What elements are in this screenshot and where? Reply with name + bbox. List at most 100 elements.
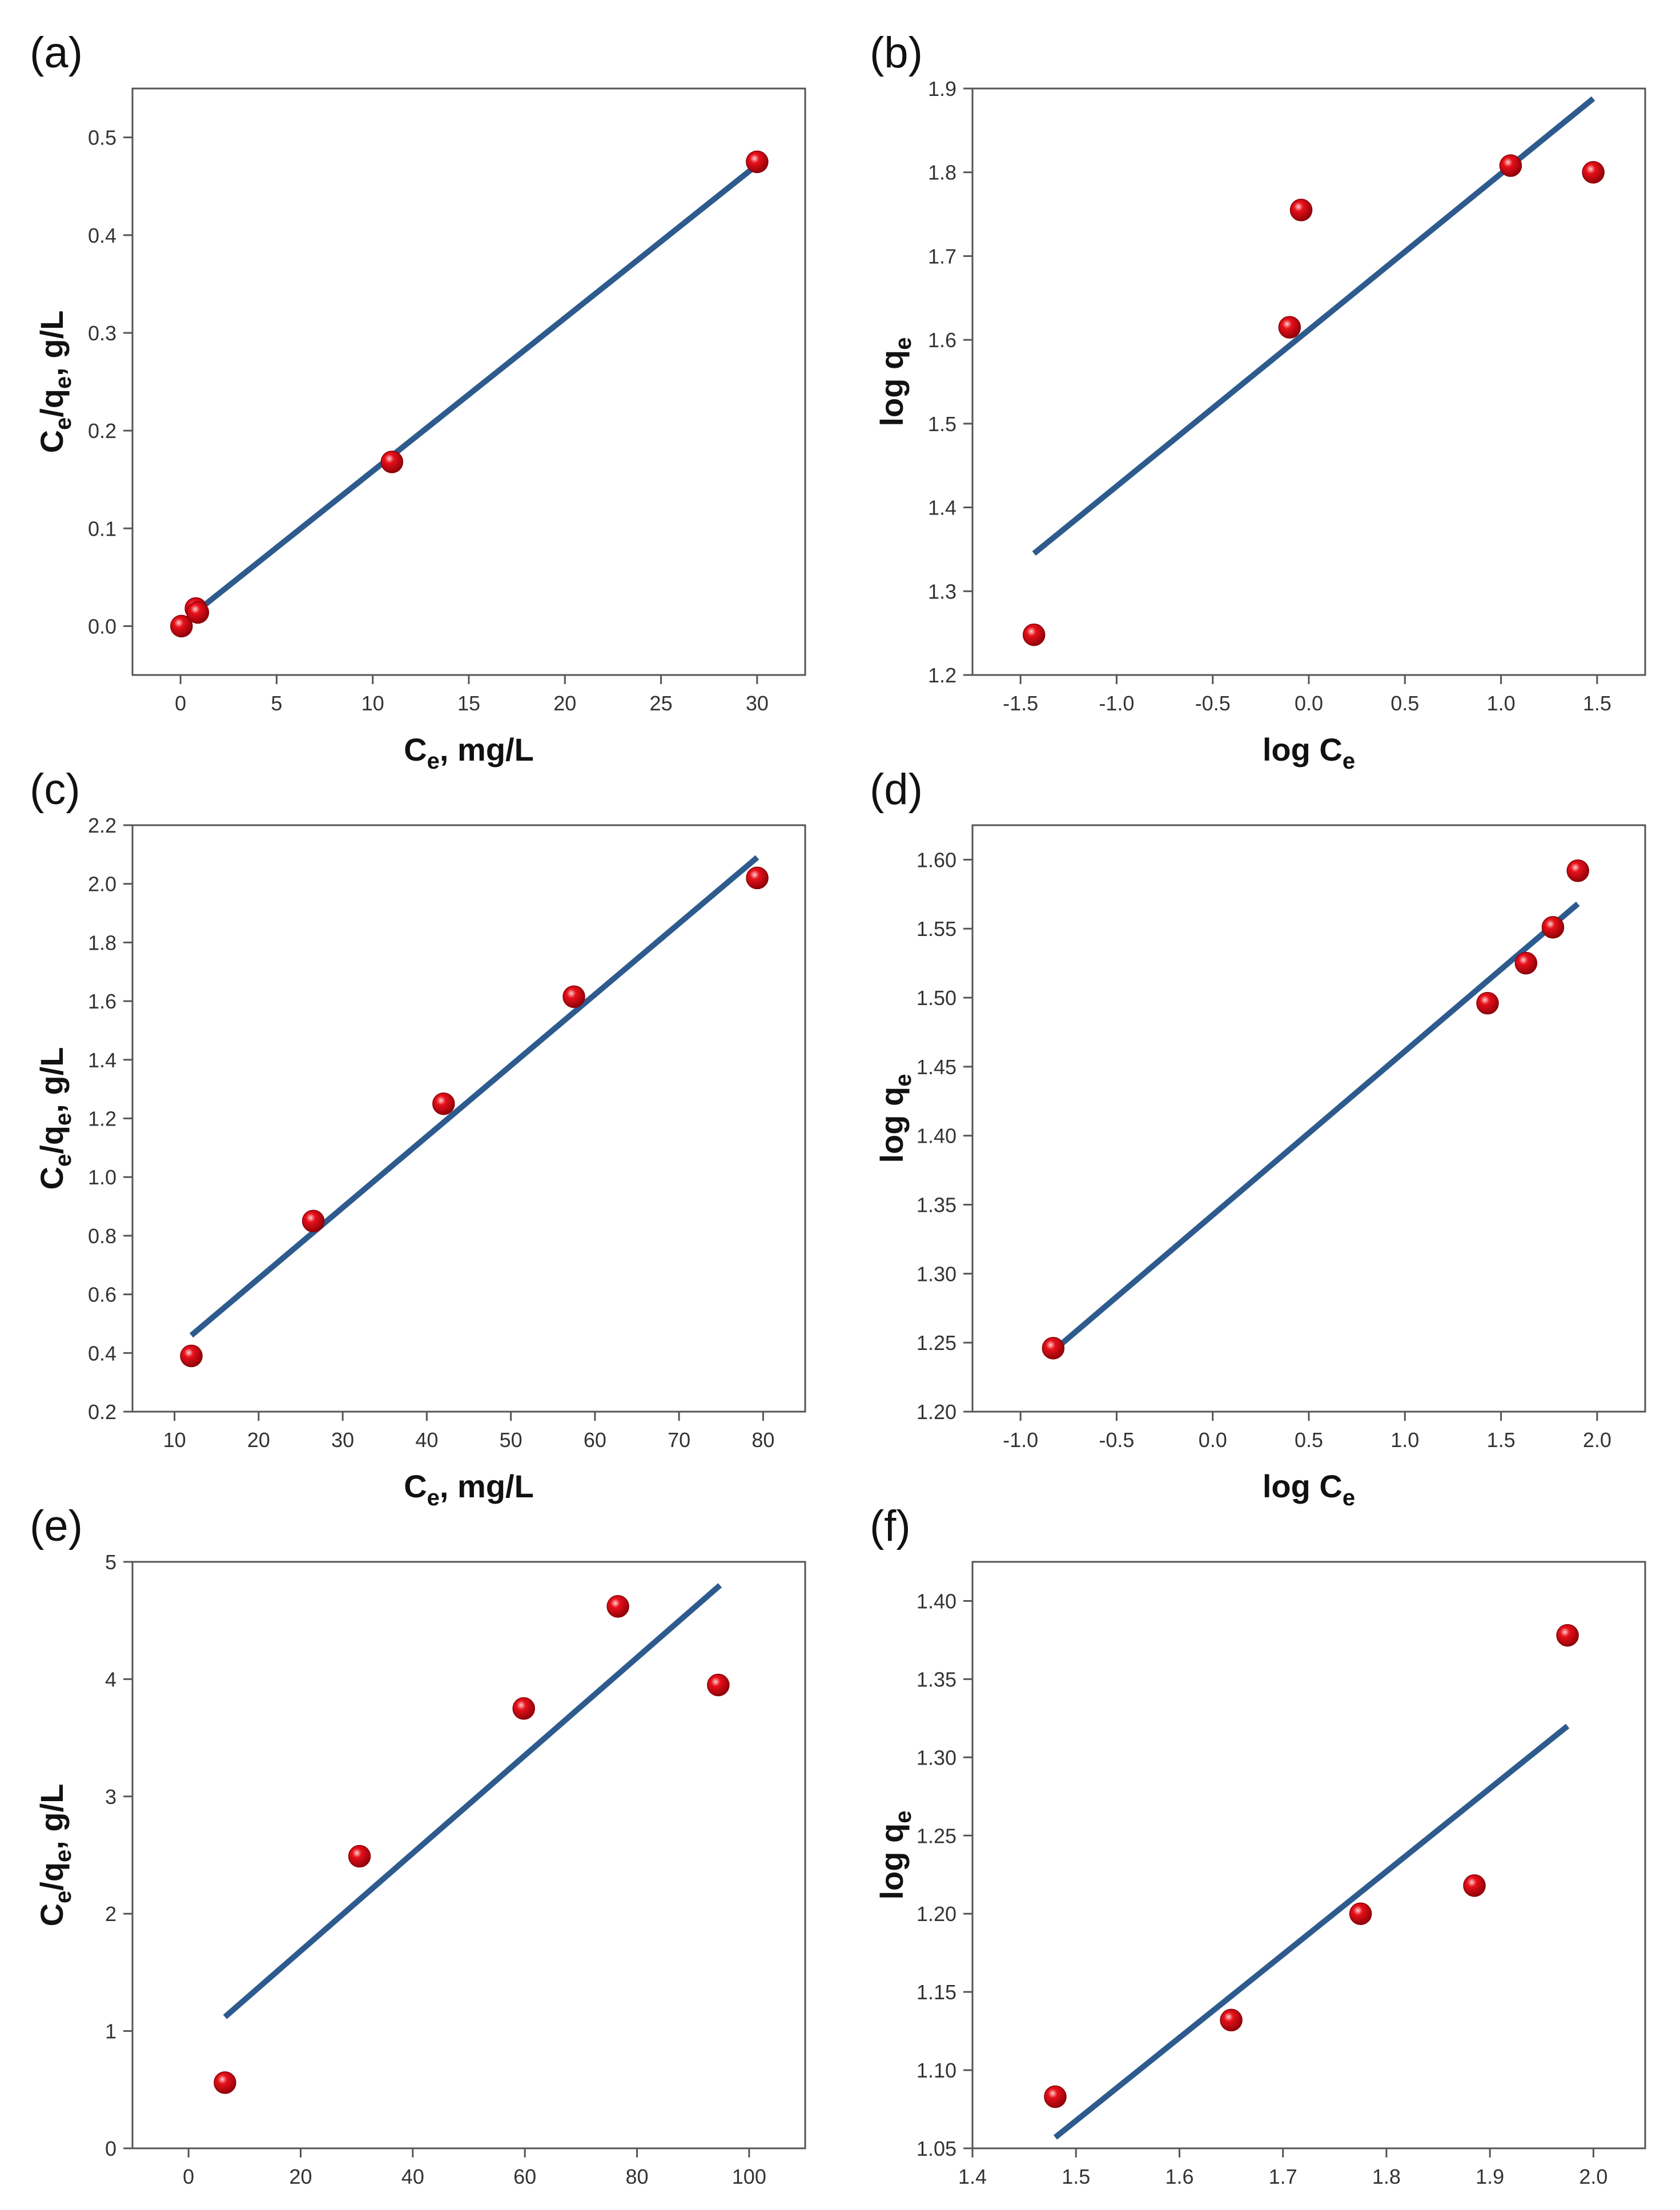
data-point [606, 1595, 629, 1618]
chart-svg: (c) 10 20 30 40 50 60 70 80 0.2 0.4 0.6 0.8 1.0 1.2 1.4… [30, 765, 806, 1510]
x-tick-label: -0.5 [1195, 692, 1231, 715]
data-point [707, 1673, 730, 1697]
data-point [1556, 1624, 1579, 1647]
y-tick-label: 1.7 [928, 244, 956, 268]
y-tick-label: 1.4 [928, 496, 956, 520]
y-tick-label: 1.2 [928, 664, 956, 687]
y-tick-label: 0.1 [88, 517, 116, 540]
data-point [1289, 198, 1313, 222]
y-axis-title: log qe [874, 1811, 916, 1900]
y-tick-label: 1.2 [88, 1107, 116, 1131]
chart-panel-6: (f) 1.4 1.5 1.6 1.7 1.8 1.9 2.0 1.05 1.10 1.15 1.20… [840, 1473, 1680, 2210]
data-point [186, 601, 210, 624]
chart-panel-3: (c) 10 20 30 40 50 60 70 80 0.2 0.4 0.6 0.8 1.0 1.2 1.4… [0, 737, 840, 1510]
y-axis-title: Ce/qe, g/L [34, 1047, 76, 1190]
y-tick-label: 1.30 [917, 1262, 956, 1285]
x-tick-label: 1.7 [1269, 2165, 1297, 2188]
chart-panel-5: (e) 0 20 40 60 80 100 0 1 2 3 4 5 Ce, mg/L Ce/qe, g/L [0, 1473, 840, 2210]
y-tick-label: 1.8 [928, 161, 956, 184]
x-tick-label: 40 [401, 2165, 424, 2188]
y-tick-label: 1.20 [917, 1902, 956, 1926]
y-tick-label: 1.6 [88, 990, 116, 1013]
x-tick-label: 0.0 [1295, 692, 1323, 715]
data-point [1349, 1902, 1372, 1925]
data-point [746, 150, 769, 174]
x-tick-label: 15 [457, 692, 480, 715]
panel-label: (f) [870, 1502, 911, 1550]
y-axis-title: Ce/qe, g/L [34, 1784, 76, 1927]
x-tick-label: 70 [668, 1428, 690, 1452]
x-axis-title: Ce, mg/L [404, 1468, 534, 1510]
x-tick-label: 50 [500, 1428, 523, 1452]
x-tick-label: -1.0 [1003, 1428, 1038, 1452]
y-tick-label: 1.55 [917, 917, 956, 941]
x-tick-label: 30 [331, 1428, 354, 1452]
x-tick-label: 1.9 [1476, 2165, 1504, 2188]
x-tick-label: 1.5 [1583, 692, 1611, 715]
y-tick-label: 1.5 [928, 412, 956, 436]
y-tick-label: 1.35 [917, 1194, 956, 1217]
data-point [1499, 154, 1522, 177]
y-tick-label: 1.10 [917, 2059, 956, 2082]
x-tick-label: 1.0 [1390, 1428, 1419, 1452]
x-tick-label: 0 [175, 692, 186, 715]
y-tick-label: 0.0 [88, 614, 116, 638]
panel-label: (c) [30, 765, 81, 814]
fit-line [1032, 96, 1595, 556]
data-point [180, 1344, 203, 1368]
y-axis-title: log qe [874, 337, 916, 427]
y-tick-label: 1.60 [917, 848, 956, 871]
y-tick-label: 1.25 [917, 1824, 956, 1847]
y-tick-label: 1.3 [928, 580, 956, 603]
y-axis-title: Ce/qe, g/L [34, 311, 76, 453]
y-tick-label: 1 [105, 2020, 116, 2043]
x-tick-label: 60 [584, 1428, 606, 1452]
y-tick-label: 1.4 [88, 1048, 116, 1072]
y-tick-label: 1.6 [928, 328, 956, 352]
x-tick-label: 0.0 [1199, 1428, 1227, 1452]
x-tick-label: 1.5 [1062, 2165, 1090, 2188]
x-axis-title: Ce, mg/L [404, 2205, 534, 2210]
y-tick-label: 1.40 [917, 1589, 956, 1613]
x-tick-label: 20 [289, 2165, 312, 2188]
x-tick-label: 1.5 [1487, 1428, 1516, 1452]
data-point [348, 1845, 371, 1868]
x-axis-title: log Ce [1263, 732, 1355, 774]
y-tick-label: 5 [105, 1550, 116, 1574]
data-point [214, 2071, 236, 2094]
x-axis-title: log Ce [1263, 2205, 1355, 2210]
data-point [1220, 2008, 1243, 2032]
y-tick-label: 0.4 [88, 224, 116, 247]
chart-svg: (b) -1.5 -1.0 -0.5 0.0 0.5 1.0 1.5 1.2 1.3 1.4 1.5 1… [870, 29, 1646, 774]
x-tick-label: 2.0 [1579, 2165, 1607, 2188]
y-tick-label: 0.2 [88, 1400, 116, 1424]
data-point [1476, 991, 1499, 1015]
chart-svg: (d) -1.0 -0.5 0.0 0.5 1.0 1.5 2.0 1.20 1.25 1.30 1.… [870, 765, 1646, 1510]
panel-label: (b) [870, 29, 923, 77]
y-tick-label: 1.45 [917, 1055, 956, 1079]
x-tick-label: -1.0 [1099, 692, 1134, 715]
data-point [1044, 2085, 1067, 2108]
panel-label: (a) [30, 29, 83, 77]
x-tick-label: 1.0 [1487, 692, 1516, 715]
y-tick-label: 1.20 [917, 1400, 956, 1424]
y-axis-title: log qe [874, 1074, 916, 1163]
data-point [746, 866, 769, 890]
data-point [1463, 1874, 1486, 1897]
x-tick-label: 20 [247, 1428, 270, 1452]
plot-frame [971, 1561, 1646, 2149]
x-tick-label: 0.5 [1295, 1428, 1323, 1452]
fit-line [1053, 1723, 1570, 2140]
y-tick-label: 1.05 [917, 2137, 956, 2160]
chart-svg: (e) 0 20 40 60 80 100 0 1 2 3 4 5 Ce, mg/L Ce/qe, g/L [30, 1502, 806, 2210]
data-point [1022, 623, 1046, 646]
data-point [170, 614, 193, 638]
x-tick-label: 100 [732, 2165, 766, 2188]
y-tick-label: 1.8 [88, 931, 116, 954]
x-tick-label: -0.5 [1099, 1428, 1134, 1452]
y-tick-label: 1.25 [917, 1331, 956, 1355]
y-tick-label: 1.35 [917, 1667, 956, 1691]
panel-label: (d) [870, 765, 923, 814]
chart-svg: (a) 0 5 10 15 20 25 30 0.0 0.1 0.2 0.3 0.4 0.5 Ce, mg/… [30, 29, 806, 774]
y-tick-label: 2.0 [88, 873, 116, 896]
